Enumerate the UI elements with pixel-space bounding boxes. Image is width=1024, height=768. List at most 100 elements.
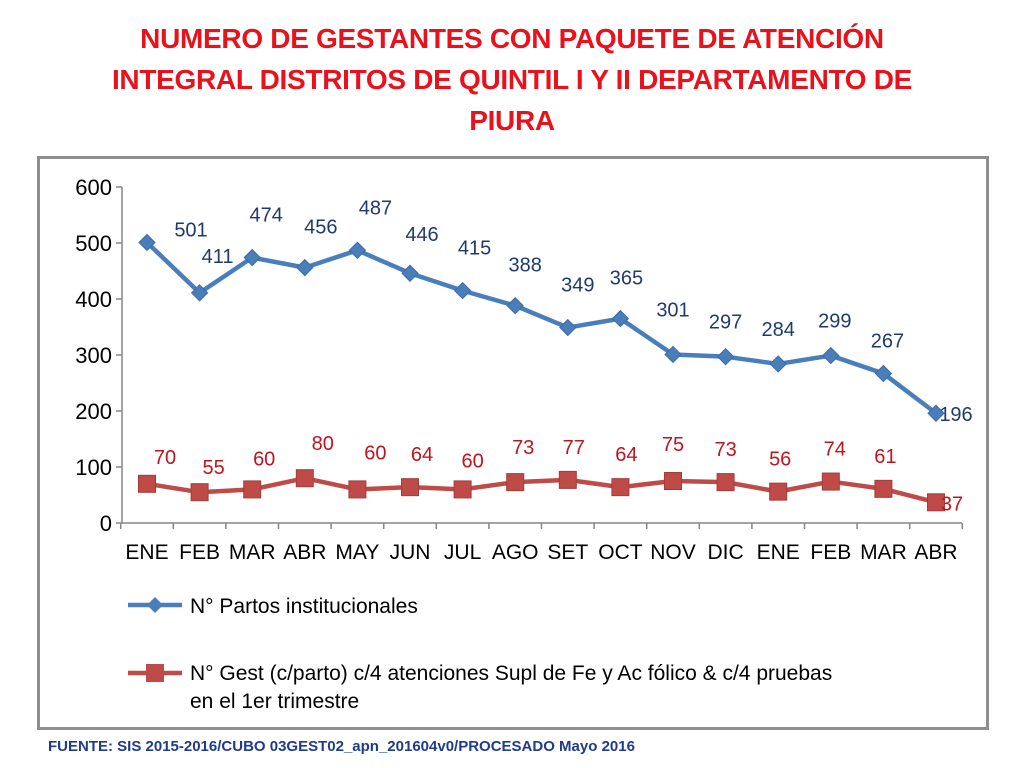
x-tick-label: JUN bbox=[390, 541, 431, 564]
line-chart: 0 100 200 300 400 500 600 ENE FEB MAR ABR MAY JUN JUL… bbox=[75, 175, 972, 713]
x-tick-label: JUL bbox=[444, 541, 481, 564]
y-tick-label: 100 bbox=[75, 455, 112, 480]
series-1-data-label: 196 bbox=[939, 404, 972, 426]
y-tick-label: 200 bbox=[75, 399, 112, 424]
legend-series-2-marker bbox=[146, 664, 164, 682]
series-2-point bbox=[769, 482, 788, 501]
series-2-point bbox=[874, 479, 893, 498]
x-tick-label: AGO bbox=[492, 541, 539, 564]
chart-title: NUMERO DE GESTANTES CON PAQUETE DE ATENC… bbox=[40, 18, 984, 141]
series-2-point bbox=[348, 480, 367, 499]
y-tick-label: 600 bbox=[75, 175, 112, 200]
series-1-data-label: 456 bbox=[304, 217, 337, 239]
series-2-data-label: 73 bbox=[714, 439, 736, 461]
title-line-2: INTEGRAL DISTRITOS DE QUINTIL I Y II DEP… bbox=[111, 64, 913, 95]
series-2-point bbox=[243, 480, 262, 499]
x-tick-label: FEB bbox=[810, 541, 851, 564]
y-tick-label: 400 bbox=[75, 287, 112, 312]
series-1-point bbox=[611, 309, 630, 328]
legend-series-1-label: N° Partos institucionales bbox=[190, 595, 418, 618]
series-1-point bbox=[296, 258, 314, 277]
series-1-data-label: 487 bbox=[359, 197, 392, 219]
x-tick-label: SET bbox=[547, 541, 588, 564]
series-1-point bbox=[243, 248, 261, 267]
series-1-data-label: 388 bbox=[509, 255, 542, 277]
x-tick-label: FEB bbox=[179, 541, 220, 564]
x-tick-label: MAR bbox=[229, 541, 276, 564]
series-2-data-label: 56 bbox=[769, 449, 791, 471]
x-tick-label: MAR bbox=[860, 541, 907, 564]
series-1-point bbox=[664, 345, 682, 364]
series-2-line bbox=[144, 475, 939, 505]
series-2-data-label: 64 bbox=[411, 444, 433, 466]
series-1-point bbox=[559, 318, 577, 337]
series-1-data-label: 299 bbox=[818, 311, 851, 333]
x-tick-label: OCT bbox=[598, 541, 643, 564]
series-1-point bbox=[506, 297, 524, 315]
legend-series-2-label-line: en el 1er trimestre bbox=[190, 690, 359, 713]
series-2-point bbox=[295, 469, 314, 488]
x-tick-label: NOV bbox=[650, 541, 696, 564]
series-1-line bbox=[144, 240, 939, 416]
series-2-data-label: 75 bbox=[662, 434, 684, 456]
legend-series-1-marker bbox=[147, 597, 163, 613]
series-2-data-label: 70 bbox=[154, 447, 176, 469]
series-1-point bbox=[874, 364, 893, 383]
series-1-point bbox=[190, 284, 209, 302]
title-line-3: PIURA bbox=[469, 105, 555, 136]
series-1-data-label: 411 bbox=[202, 246, 234, 268]
series-2-data-label: 77 bbox=[563, 437, 585, 459]
series-2-data-label: 73 bbox=[512, 437, 534, 459]
series-1-point bbox=[138, 233, 156, 252]
series-1-data-label: 284 bbox=[762, 319, 795, 341]
legend-series-2-label-line: N° Gest (c/parto) c/4 atenciones Supl de… bbox=[190, 662, 832, 685]
x-tick-label: ABR bbox=[914, 541, 957, 564]
series-2-data-label: 60 bbox=[253, 448, 275, 470]
series-1-point bbox=[348, 241, 367, 259]
series-1-data-label: 415 bbox=[458, 238, 491, 260]
series-1-data-label: 501 bbox=[174, 219, 207, 241]
x-tick-label: ENE bbox=[125, 541, 168, 564]
series-1-data-label: 474 bbox=[250, 205, 283, 227]
y-tick-label: 500 bbox=[75, 231, 112, 256]
source-note: FUENTE: SIS 2015-2016/CUBO 03GEST02_apn_… bbox=[48, 738, 635, 755]
series-2-point bbox=[401, 478, 419, 497]
series-2-point bbox=[558, 470, 577, 489]
series-2-point bbox=[611, 478, 630, 497]
series-2-data-label: 74 bbox=[824, 439, 846, 461]
series-2-point bbox=[190, 483, 209, 502]
series-2-point bbox=[927, 493, 945, 512]
y-tick-label: 0 bbox=[100, 511, 112, 536]
series-1-point bbox=[927, 404, 945, 422]
series-1-data-label: 446 bbox=[405, 224, 438, 246]
series-2-point bbox=[821, 472, 840, 491]
series-1-data-label: 365 bbox=[610, 268, 643, 290]
series-2-point bbox=[716, 473, 735, 492]
series-2-data-label: 80 bbox=[312, 433, 334, 455]
series-2-point bbox=[453, 480, 472, 499]
series-1-point bbox=[769, 355, 787, 373]
series-1-point bbox=[401, 264, 419, 282]
series-1-data-label: 349 bbox=[561, 275, 594, 297]
x-tick-label: ABR bbox=[283, 541, 326, 564]
series-2-data-label: 55 bbox=[202, 457, 224, 479]
x-tick-label: ENE bbox=[757, 541, 800, 564]
series-2-point bbox=[138, 474, 156, 493]
x-tick-label: MAY bbox=[335, 541, 379, 564]
series-2-data-label: 61 bbox=[874, 446, 896, 468]
series-1-point bbox=[822, 346, 840, 365]
series-2-data-label: 60 bbox=[364, 442, 386, 464]
series-1-data-label: 301 bbox=[656, 299, 689, 321]
title-line-1: NUMERO DE GESTANTES CON PAQUETE DE ATENC… bbox=[140, 23, 884, 54]
series-1-point bbox=[453, 281, 472, 300]
y-tick-label: 300 bbox=[75, 343, 112, 368]
series-2-point bbox=[506, 473, 525, 492]
series-2-data-label: 64 bbox=[615, 444, 637, 466]
x-tick-label: DIC bbox=[708, 541, 744, 564]
series-1-data-label: 297 bbox=[709, 312, 742, 334]
series-2-data-label: 37 bbox=[941, 493, 963, 515]
series-1-point bbox=[716, 347, 735, 366]
series-2-point bbox=[664, 472, 682, 490]
legend-series-2-label: N° Gest (c/parto) c/4 atenciones Supl de… bbox=[190, 662, 832, 713]
series-1-data-label: 267 bbox=[871, 330, 904, 352]
